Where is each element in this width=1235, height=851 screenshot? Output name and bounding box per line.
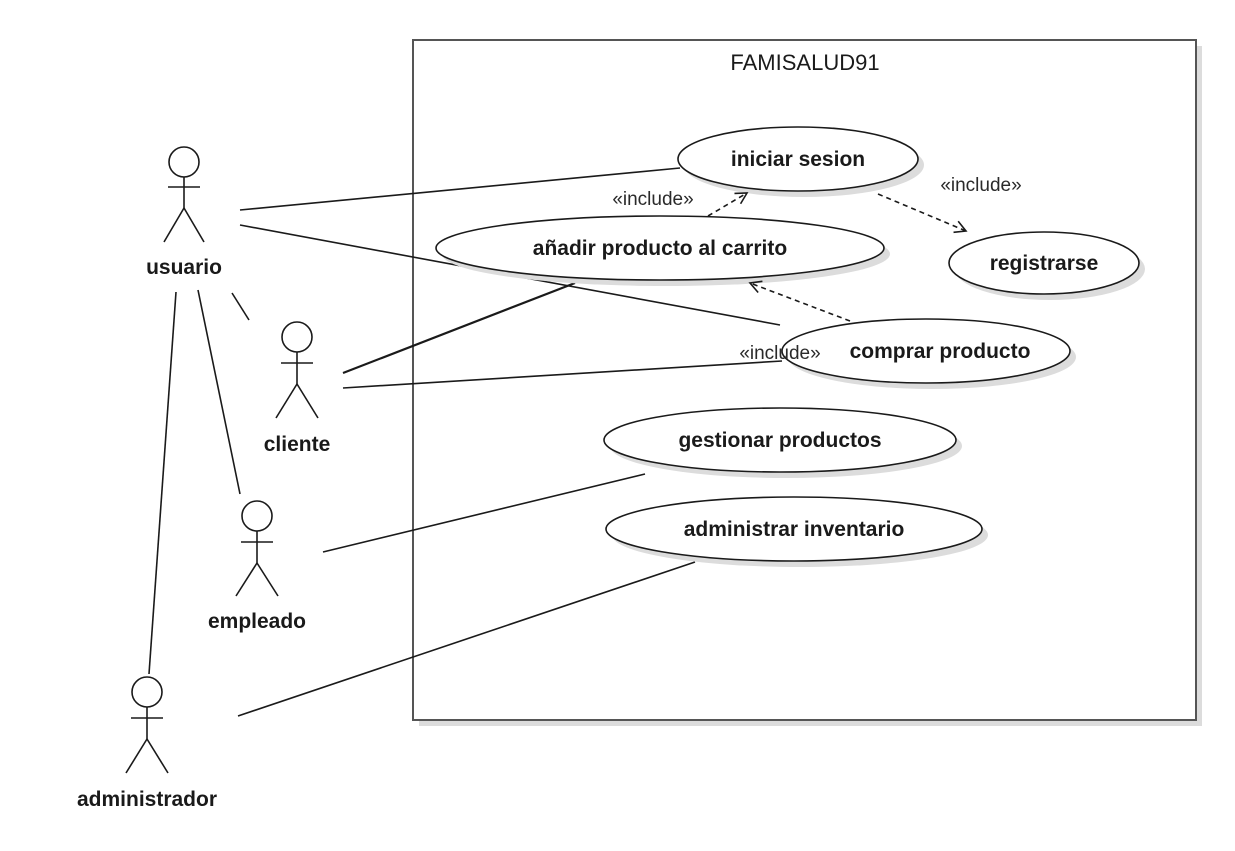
assoc-cliente-comprar bbox=[342, 360, 783, 389]
actor-cliente[interactable] bbox=[275, 321, 319, 419]
use-case-anadir-producto[interactable]: añadir producto al carrito bbox=[435, 215, 890, 286]
actor-empleado[interactable] bbox=[235, 500, 279, 597]
use-case-label: registrarse bbox=[990, 252, 1099, 275]
assoc-usuario-cliente bbox=[231, 292, 250, 321]
assoc-empleado-gestionar bbox=[322, 473, 646, 553]
assoc-administrador-inventario bbox=[237, 561, 696, 717]
include-label: «include» bbox=[940, 175, 1021, 196]
include-label: «include» bbox=[739, 343, 820, 364]
include-anadir-iniciar bbox=[707, 192, 749, 217]
include-relations bbox=[707, 192, 968, 322]
actor-head bbox=[241, 500, 273, 532]
system-title: FAMISALUD91 bbox=[730, 50, 879, 75]
assoc-cliente-anadir bbox=[342, 281, 576, 375]
actor-administrador[interactable] bbox=[125, 676, 169, 774]
actor-head bbox=[131, 676, 163, 708]
actor-label-cliente: cliente bbox=[264, 433, 331, 456]
assoc-usuario-administrador bbox=[148, 291, 177, 675]
use-case-registrarse[interactable]: registrarse bbox=[948, 231, 1145, 300]
include-label: «include» bbox=[612, 189, 693, 210]
assoc-usuario-empleado bbox=[197, 289, 241, 495]
actor-label-usuario: usuario bbox=[146, 256, 222, 279]
include-iniciar-registrarse bbox=[877, 193, 968, 234]
actor-label-empleado: empleado bbox=[208, 610, 306, 633]
use-case-label: comprar producto bbox=[850, 340, 1031, 363]
actor-head bbox=[281, 321, 313, 353]
use-case-label: administrar inventario bbox=[684, 518, 905, 541]
actor-label-administrador: administrador bbox=[77, 788, 217, 811]
use-case-label: añadir producto al carrito bbox=[533, 237, 787, 260]
use-case-iniciar-sesion[interactable]: iniciar sesion bbox=[677, 126, 924, 197]
use-case-administrar-inventario[interactable]: administrar inventario bbox=[605, 496, 988, 567]
use-case-label: iniciar sesion bbox=[731, 148, 865, 171]
use-case-comprar-producto[interactable]: comprar producto bbox=[781, 318, 1076, 389]
actor-head bbox=[168, 146, 200, 178]
use-case-gestionar-productos[interactable]: gestionar productos bbox=[603, 407, 962, 478]
actor-usuario[interactable] bbox=[163, 146, 205, 243]
assoc-usuario-iniciar bbox=[239, 167, 681, 211]
use-case-label: gestionar productos bbox=[678, 429, 881, 452]
